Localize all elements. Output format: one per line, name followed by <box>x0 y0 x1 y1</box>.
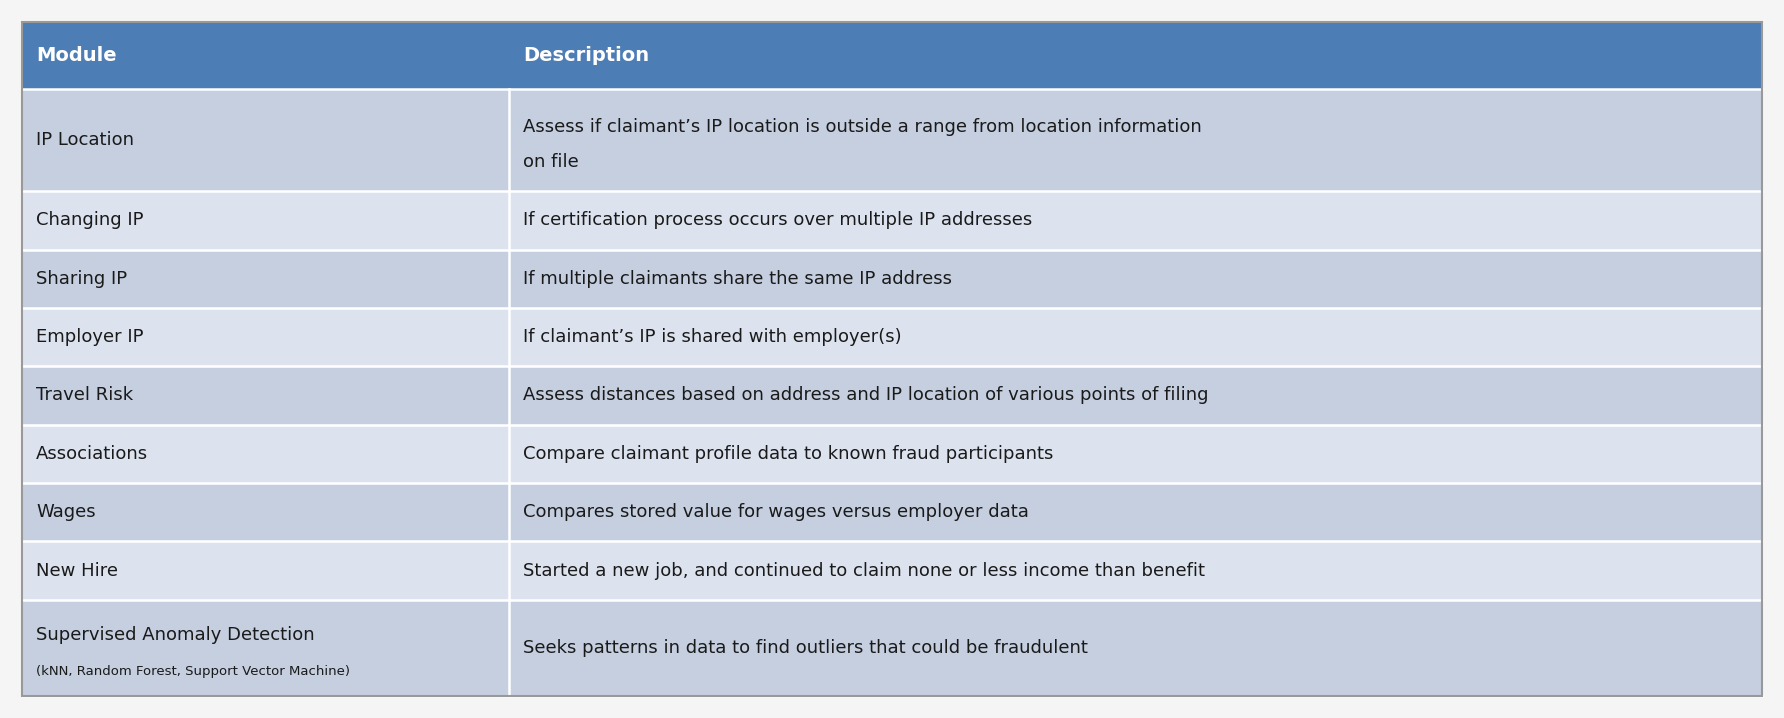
Text: Compares stored value for wages versus employer data: Compares stored value for wages versus e… <box>523 503 1029 521</box>
Text: New Hire: New Hire <box>36 561 118 579</box>
Bar <box>21 541 1763 600</box>
Bar <box>21 483 1763 541</box>
Text: If multiple claimants share the same IP address: If multiple claimants share the same IP … <box>523 270 953 288</box>
Bar <box>21 424 1763 483</box>
Text: (kNN, Random Forest, Support Vector Machine): (kNN, Random Forest, Support Vector Mach… <box>36 665 350 678</box>
Text: Travel Risk: Travel Risk <box>36 386 134 404</box>
Text: Supervised Anomaly Detection: Supervised Anomaly Detection <box>36 626 314 644</box>
Text: Started a new job, and continued to claim none or less income than benefit: Started a new job, and continued to clai… <box>523 561 1206 579</box>
Text: IP Location: IP Location <box>36 131 134 149</box>
Bar <box>21 89 1763 191</box>
Text: on file: on file <box>523 153 580 171</box>
Bar <box>21 600 1763 696</box>
Text: Compare claimant profile data to known fraud participants: Compare claimant profile data to known f… <box>523 445 1054 463</box>
Text: Module: Module <box>36 46 116 65</box>
Text: Associations: Associations <box>36 445 148 463</box>
Text: Assess distances based on address and IP location of various points of filing: Assess distances based on address and IP… <box>523 386 1210 404</box>
Text: Description: Description <box>523 46 649 65</box>
Text: If certification process occurs over multiple IP addresses: If certification process occurs over mul… <box>523 211 1033 230</box>
Bar <box>21 22 1763 89</box>
Text: Wages: Wages <box>36 503 96 521</box>
Text: If claimant’s IP is shared with employer(s): If claimant’s IP is shared with employer… <box>523 328 903 346</box>
Bar <box>21 308 1763 366</box>
Text: Employer IP: Employer IP <box>36 328 143 346</box>
Bar <box>21 191 1763 250</box>
Bar <box>21 366 1763 424</box>
Bar <box>21 250 1763 308</box>
Text: Seeks patterns in data to find outliers that could be fraudulent: Seeks patterns in data to find outliers … <box>523 639 1088 657</box>
Text: Assess if claimant’s IP location is outside a range from location information: Assess if claimant’s IP location is outs… <box>523 118 1202 136</box>
Text: Changing IP: Changing IP <box>36 211 143 230</box>
Text: Sharing IP: Sharing IP <box>36 270 127 288</box>
